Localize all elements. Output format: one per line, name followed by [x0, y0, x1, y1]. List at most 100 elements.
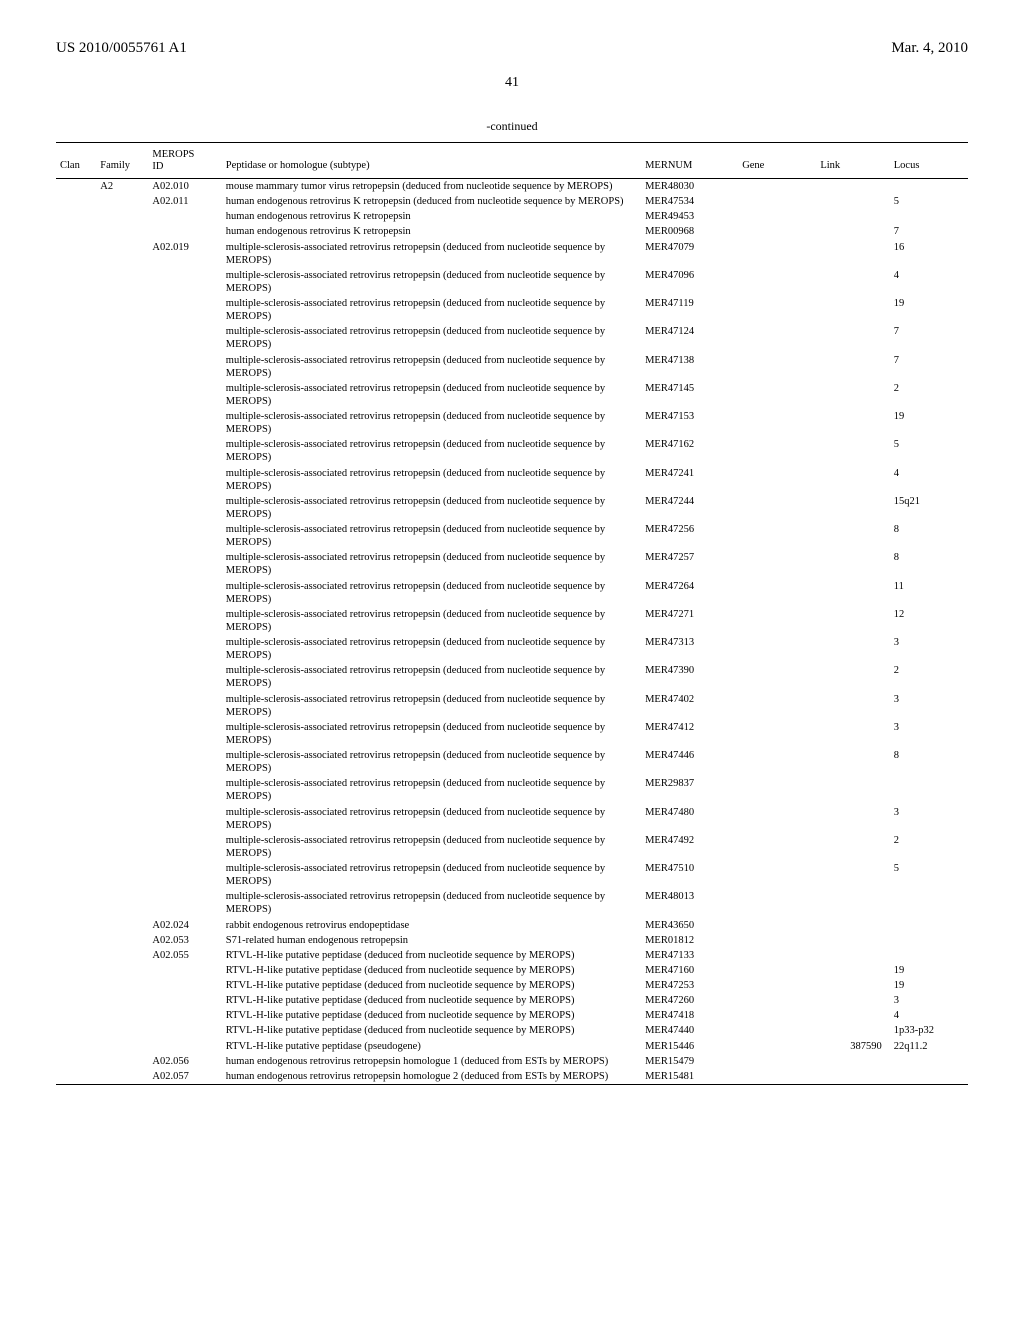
table-row: A02.019multiple-sclerosis-associated ret…: [56, 240, 968, 268]
cell-peptidase: RTVL-H-like putative peptidase (deduced …: [222, 978, 641, 993]
cell-family: [96, 224, 148, 239]
cell-locus: 19: [890, 978, 968, 993]
cell-gene: [738, 1069, 816, 1084]
cell-gene: [738, 805, 816, 833]
cell-gene: [738, 550, 816, 578]
table-row: multiple-sclerosis-associated retrovirus…: [56, 466, 968, 494]
cell-link: [816, 918, 889, 933]
cell-gene: [738, 963, 816, 978]
cell-family: A2: [96, 179, 148, 195]
cell-gene: [738, 209, 816, 224]
cell-link: [816, 607, 889, 635]
cell-gene: [738, 437, 816, 465]
cell-family: [96, 494, 148, 522]
table-row: RTVL-H-like putative peptidase (pseudoge…: [56, 1039, 968, 1054]
cell-mernum: MER15481: [641, 1069, 738, 1084]
table-row: human endogenous retrovirus K retropepsi…: [56, 209, 968, 224]
cell-locus: 2: [890, 381, 968, 409]
cell-mernum: MER15479: [641, 1054, 738, 1069]
table-row: multiple-sclerosis-associated retrovirus…: [56, 776, 968, 804]
cell-locus: 7: [890, 353, 968, 381]
cell-gene: [738, 353, 816, 381]
cell-mernum: MER47446: [641, 748, 738, 776]
cell-clan: [56, 522, 96, 550]
cell-family: [96, 748, 148, 776]
cell-gene: [738, 466, 816, 494]
cell-clan: [56, 194, 96, 209]
cell-clan: [56, 224, 96, 239]
cell-merops-id: [148, 692, 221, 720]
cell-clan: [56, 209, 96, 224]
cell-mernum: MER47418: [641, 1008, 738, 1023]
cell-mernum: MER47510: [641, 861, 738, 889]
cell-family: [96, 1069, 148, 1084]
cell-link: [816, 409, 889, 437]
cell-clan: [56, 381, 96, 409]
table-row: multiple-sclerosis-associated retrovirus…: [56, 550, 968, 578]
cell-link: [816, 1054, 889, 1069]
table-row: RTVL-H-like putative peptidase (deduced …: [56, 1008, 968, 1023]
cell-locus: [890, 1069, 968, 1084]
cell-gene: [738, 918, 816, 933]
cell-locus: 3: [890, 993, 968, 1008]
cell-clan: [56, 833, 96, 861]
cell-peptidase: multiple-sclerosis-associated retrovirus…: [222, 466, 641, 494]
cell-locus: 15q21: [890, 494, 968, 522]
cell-merops-id: A02.019: [148, 240, 221, 268]
cell-merops-id: [148, 889, 221, 917]
cell-merops-id: [148, 550, 221, 578]
cell-peptidase: RTVL-H-like putative peptidase (deduced …: [222, 1008, 641, 1023]
cell-mernum: MER47124: [641, 324, 738, 352]
cell-merops-id: [148, 833, 221, 861]
cell-peptidase: multiple-sclerosis-associated retrovirus…: [222, 833, 641, 861]
col-header-merops-id: MEROPS ID: [148, 143, 221, 179]
cell-mernum: MER47253: [641, 978, 738, 993]
cell-mernum: MER01812: [641, 933, 738, 948]
cell-link: [816, 1023, 889, 1038]
cell-locus: [890, 179, 968, 195]
cell-link: [816, 324, 889, 352]
cell-peptidase: S71-related human endogenous retropepsin: [222, 933, 641, 948]
cell-family: [96, 861, 148, 889]
cell-locus: [890, 209, 968, 224]
cell-locus: 19: [890, 296, 968, 324]
cell-link: [816, 179, 889, 195]
cell-merops-id: A02.053: [148, 933, 221, 948]
cell-locus: 19: [890, 409, 968, 437]
cell-mernum: MER15446: [641, 1039, 738, 1054]
table-row: multiple-sclerosis-associated retrovirus…: [56, 409, 968, 437]
table-row: RTVL-H-like putative peptidase (deduced …: [56, 978, 968, 993]
cell-clan: [56, 466, 96, 494]
cell-merops-id: [148, 993, 221, 1008]
cell-locus: 5: [890, 437, 968, 465]
cell-locus: 16: [890, 240, 968, 268]
cell-gene: [738, 663, 816, 691]
cell-locus: 11: [890, 579, 968, 607]
cell-family: [96, 1023, 148, 1038]
table-row: multiple-sclerosis-associated retrovirus…: [56, 494, 968, 522]
cell-link: [816, 861, 889, 889]
cell-peptidase: multiple-sclerosis-associated retrovirus…: [222, 550, 641, 578]
cell-clan: [56, 179, 96, 195]
publication-date: Mar. 4, 2010: [891, 40, 968, 57]
cell-family: [96, 522, 148, 550]
cell-merops-id: [148, 494, 221, 522]
cell-gene: [738, 978, 816, 993]
cell-merops-id: [148, 1039, 221, 1054]
cell-gene: [738, 1039, 816, 1054]
cell-clan: [56, 1069, 96, 1084]
cell-clan: [56, 748, 96, 776]
cell-locus: 8: [890, 550, 968, 578]
table-row: multiple-sclerosis-associated retrovirus…: [56, 889, 968, 917]
cell-clan: [56, 1023, 96, 1038]
cell-merops-id: A02.056: [148, 1054, 221, 1069]
cell-family: [96, 635, 148, 663]
cell-family: [96, 978, 148, 993]
table-row: multiple-sclerosis-associated retrovirus…: [56, 296, 968, 324]
cell-peptidase: human endogenous retrovirus retropepsin …: [222, 1054, 641, 1069]
cell-family: [96, 296, 148, 324]
cell-locus: 7: [890, 324, 968, 352]
table-row: multiple-sclerosis-associated retrovirus…: [56, 663, 968, 691]
cell-gene: [738, 381, 816, 409]
cell-family: [96, 889, 148, 917]
